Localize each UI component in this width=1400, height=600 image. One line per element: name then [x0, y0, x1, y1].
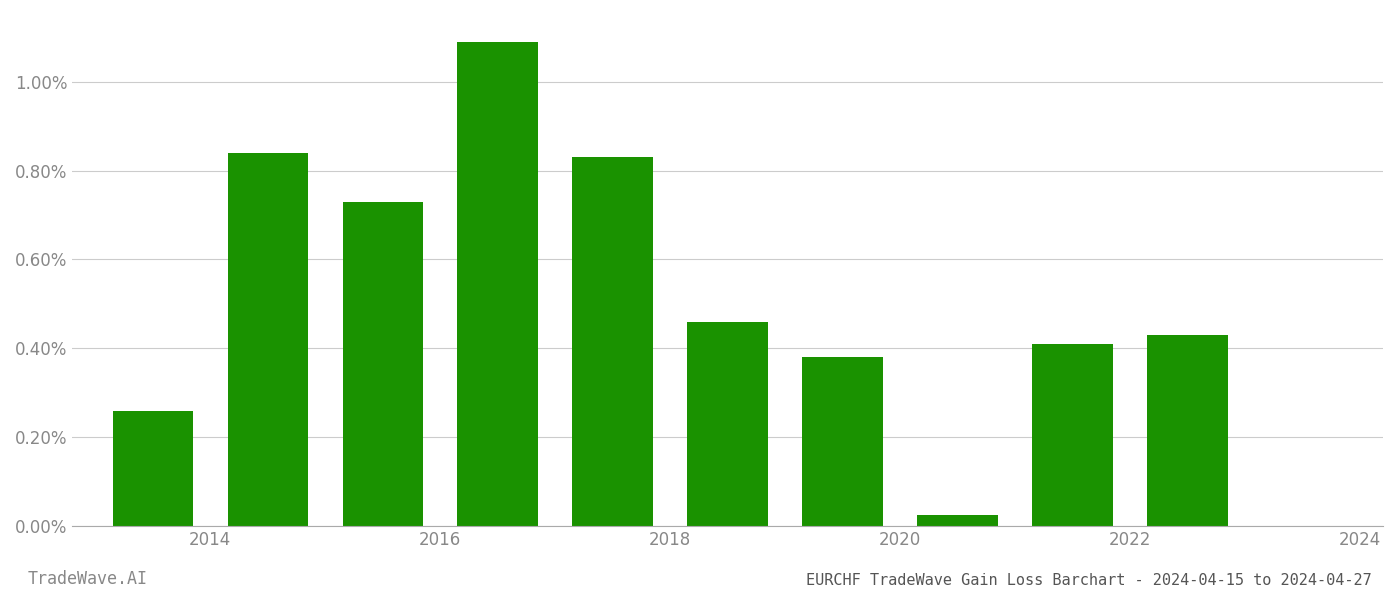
Bar	[228, 153, 308, 526]
Bar	[687, 322, 767, 526]
Bar	[1032, 344, 1113, 526]
Bar	[112, 410, 193, 526]
Text: EURCHF TradeWave Gain Loss Barchart - 2024-04-15 to 2024-04-27: EURCHF TradeWave Gain Loss Barchart - 20…	[806, 573, 1372, 588]
Bar	[573, 157, 652, 526]
Text: TradeWave.AI: TradeWave.AI	[28, 570, 148, 588]
Bar	[802, 357, 883, 526]
Bar	[1147, 335, 1228, 526]
Bar	[458, 41, 538, 526]
Bar	[917, 515, 998, 526]
Bar	[343, 202, 423, 526]
